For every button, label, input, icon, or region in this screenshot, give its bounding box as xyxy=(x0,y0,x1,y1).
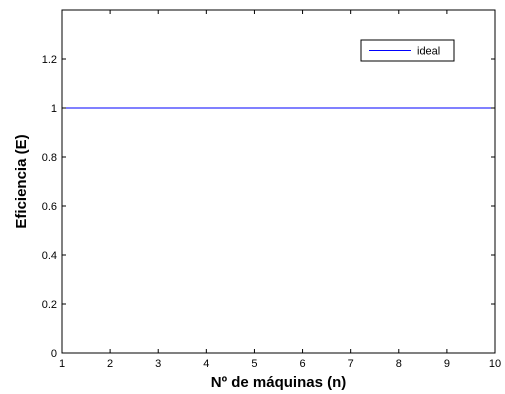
x-tick-label: 1 xyxy=(59,358,65,370)
plot-area: 1 2 3 4 5 6 7 8 9 10 0 0.2 0.4 0.6 0.8 1 1.2 xyxy=(42,9,501,370)
plot-frame xyxy=(61,9,496,354)
y-tick-label: 0.8 xyxy=(42,152,57,164)
x-tick-label: 9 xyxy=(444,358,450,370)
y-ticks: 0 0.2 0.4 0.6 0.8 1 1.2 xyxy=(42,54,495,360)
x-tick-label: 4 xyxy=(203,358,209,370)
y-tick-label: 0 xyxy=(51,348,57,360)
x-tick-label: 6 xyxy=(299,358,305,370)
x-tick-label: 5 xyxy=(251,358,257,370)
y-tick-label: 0.2 xyxy=(42,299,57,311)
x-tick-label: 7 xyxy=(348,358,354,370)
y-axis-title: Eficiencia (E) xyxy=(13,134,30,228)
legend: ideal xyxy=(360,39,455,62)
y-tick-label: 1 xyxy=(51,103,57,115)
legend-label-ideal: ideal xyxy=(417,46,440,58)
x-ticks: 1 2 3 4 5 6 7 8 9 10 xyxy=(59,10,501,370)
y-tick-label: 1.2 xyxy=(42,54,57,66)
x-tick-label: 8 xyxy=(396,358,402,370)
x-tick-label: 3 xyxy=(155,358,161,370)
x-tick-label: 2 xyxy=(107,358,113,370)
y-tick-label: 0.6 xyxy=(42,201,57,213)
y-tick-label: 0.4 xyxy=(42,250,57,262)
x-tick-label: 10 xyxy=(489,358,501,370)
x-axis-title: Nº de máquinas (n) xyxy=(211,374,347,391)
